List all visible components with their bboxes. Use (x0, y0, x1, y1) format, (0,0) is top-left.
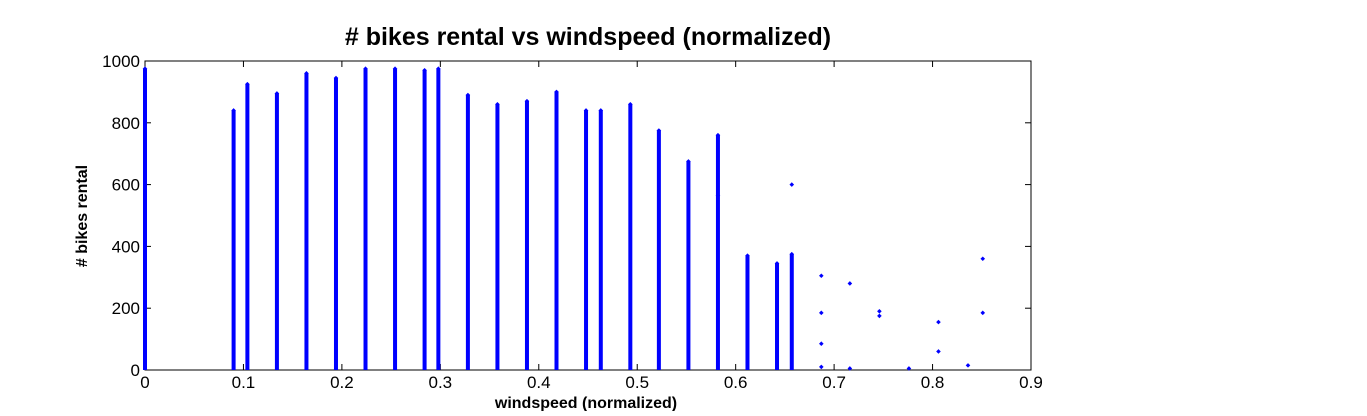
x-tick-label: 0.2 (330, 373, 354, 392)
y-tick-label: 1000 (102, 52, 140, 71)
data-column (304, 73, 309, 371)
data-point (363, 66, 368, 72)
data-point (980, 256, 986, 262)
data-point (877, 313, 882, 319)
x-tick-label: 0.9 (1019, 373, 1043, 392)
data-column (333, 77, 338, 371)
data-points (142, 66, 986, 371)
data-point (524, 98, 530, 104)
y-tick-label: 0 (131, 361, 140, 380)
data-point (745, 253, 750, 258)
data-column (363, 68, 368, 370)
data-point (598, 108, 604, 113)
data-point (333, 75, 339, 81)
x-tick-label: 0.6 (724, 373, 748, 392)
x-tick-label: 0.1 (232, 373, 256, 392)
y-tick-label: 400 (112, 237, 140, 256)
data-point (583, 108, 589, 113)
data-column (686, 161, 691, 370)
data-column (231, 110, 236, 370)
data-column (628, 104, 633, 370)
data-point (819, 273, 824, 279)
data-point (789, 182, 795, 187)
data-column (524, 101, 529, 371)
tick-labels: 0 0.1 0.2 0.3 0.4 0.5 0.6 0.7 0.8 0.9 0 200 400 600 80… (102, 52, 1043, 392)
data-column (143, 68, 147, 370)
chart-title: # bikes rental vs windspeed (normalized) (345, 23, 831, 51)
data-point (422, 67, 427, 73)
data-column (422, 70, 427, 371)
data-column (715, 135, 720, 370)
data-point (789, 251, 795, 257)
data-point (465, 92, 471, 98)
data-point (936, 349, 941, 354)
data-point (495, 101, 500, 107)
data-point (877, 308, 882, 314)
data-column (245, 84, 250, 371)
y-tick-label: 800 (112, 114, 140, 133)
data-point (715, 193, 721, 198)
x-tick-label: 0.7 (822, 373, 846, 392)
data-point (436, 66, 441, 72)
data-column (584, 110, 589, 370)
y-tick-label: 200 (112, 299, 140, 318)
data-point (819, 364, 824, 370)
x-tick-label: 0.4 (527, 373, 551, 392)
data-point (656, 128, 662, 133)
data-point (686, 159, 691, 164)
data-column (745, 255, 750, 370)
data-column (465, 94, 470, 371)
x-axis-label: windspeed (normalized) (494, 395, 677, 411)
data-point (304, 71, 309, 76)
data-point (819, 341, 824, 347)
data-point (965, 363, 971, 368)
data-point (774, 261, 780, 266)
data-point (554, 89, 559, 95)
data-point (936, 319, 941, 325)
data-point (245, 81, 250, 87)
data-column (775, 263, 780, 370)
data-column (598, 110, 603, 370)
x-tick-label: 0.5 (625, 373, 649, 392)
data-point (715, 132, 721, 138)
data-point (231, 108, 236, 113)
x-tick-label: 0 (140, 373, 149, 392)
data-point (819, 310, 824, 316)
data-column (393, 68, 398, 370)
data-column (495, 104, 500, 370)
data-point (142, 66, 148, 72)
data-point (906, 366, 912, 371)
data-point (274, 91, 280, 96)
y-axis-label: # bikes rental (74, 165, 91, 267)
data-point (628, 101, 633, 107)
data-column (554, 91, 559, 371)
data-point (847, 366, 853, 371)
data-column (436, 68, 441, 370)
x-tick-label: 0.8 (921, 373, 945, 392)
data-column (274, 93, 279, 370)
y-tick-label: 600 (112, 176, 140, 195)
x-tick-label: 0.3 (429, 373, 453, 392)
data-column (789, 254, 794, 370)
data-column (656, 130, 661, 370)
data-point (392, 66, 398, 72)
data-point (847, 281, 853, 286)
data-point (980, 310, 986, 316)
